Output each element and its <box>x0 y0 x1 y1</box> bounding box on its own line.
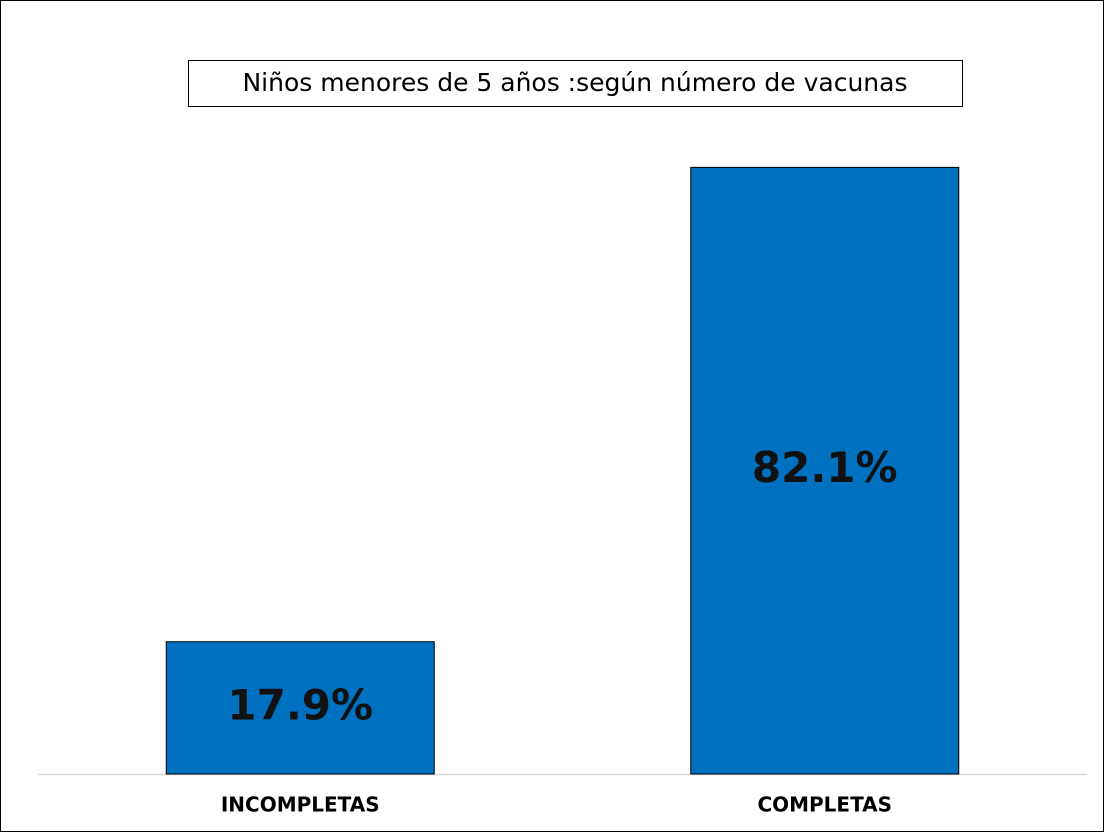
x-tick-label: COMPLETAS <box>757 793 892 817</box>
chart-title: Niños menores de 5 años :según número de… <box>242 68 907 97</box>
bar <box>690 166 960 775</box>
data-label: 17.9% <box>227 680 373 729</box>
data-label: 82.1% <box>752 443 898 492</box>
bar <box>165 641 435 775</box>
x-tick-label: INCOMPLETAS <box>221 793 380 817</box>
title-box <box>188 60 963 107</box>
